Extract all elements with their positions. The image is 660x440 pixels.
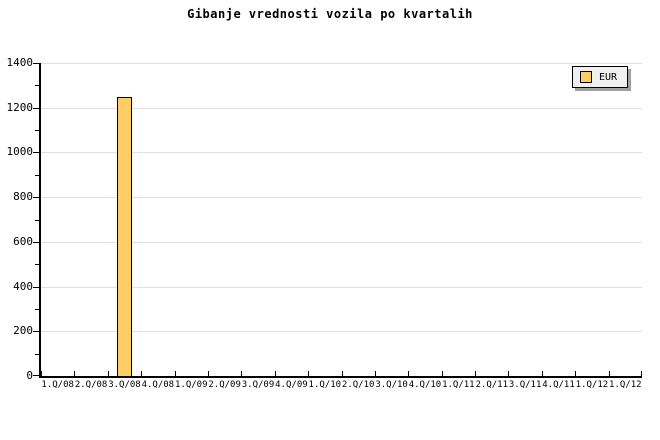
x-axis-tick xyxy=(241,371,242,376)
y-axis-label: 1000 xyxy=(6,145,34,159)
gridline xyxy=(41,331,642,332)
chart-title: Gibanje vrednosti vozila po kvartalih xyxy=(187,7,473,21)
x-axis-label: 1.Q/10 xyxy=(308,380,342,390)
x-axis-label: 3.Q/11 xyxy=(508,380,542,390)
y-axis-minor-tick xyxy=(35,220,39,221)
y-axis-major-tick xyxy=(33,63,39,64)
x-axis-label: 3.Q/10 xyxy=(375,380,408,390)
x-axis-tick xyxy=(308,371,309,376)
y-axis-major-tick xyxy=(33,108,39,109)
y-axis-major-tick xyxy=(33,197,39,198)
y-axis-label: 1200 xyxy=(6,100,34,114)
x-axis-label: 4.Q/11 xyxy=(542,380,575,390)
x-axis-tick xyxy=(609,371,610,376)
gridline xyxy=(41,242,642,243)
x-axis-label: 3.Q/09 xyxy=(241,380,275,390)
x-axis-tick xyxy=(108,371,109,376)
legend-label: EUR xyxy=(599,71,618,83)
x-axis-tick xyxy=(342,371,343,376)
gridline xyxy=(41,63,642,64)
x-axis-tick xyxy=(542,371,543,376)
x-axis-tick xyxy=(375,371,376,376)
x-axis-tick xyxy=(442,371,443,376)
legend-swatch-icon xyxy=(580,71,592,83)
y-axis-minor-tick xyxy=(35,354,39,355)
x-axis-label: 4.Q/09 xyxy=(275,380,308,390)
plot-area xyxy=(33,63,642,378)
x-axis-label: 4.Q/10 xyxy=(408,380,442,390)
y-axis-label: 200 xyxy=(13,324,33,338)
x-axis-tick xyxy=(641,371,642,376)
y-axis-minor-tick xyxy=(35,130,39,131)
x-axis-label: 1.Q/12 xyxy=(609,380,642,390)
gridline xyxy=(41,287,642,288)
x-axis-label: 1.Q/11 xyxy=(442,380,475,390)
y-axis-minor-tick xyxy=(35,264,39,265)
x-axis-label: 1.Q/08 xyxy=(41,380,74,390)
y-axis-major-tick xyxy=(33,152,39,153)
x-axis-label: 3.Q/08 xyxy=(108,380,141,390)
x-axis-label: 2.Q/10 xyxy=(341,380,375,390)
y-axis-minor-tick xyxy=(35,85,39,86)
x-axis-tick xyxy=(575,371,576,376)
x-axis-tick xyxy=(275,371,276,376)
y-axis-major-tick xyxy=(33,287,39,288)
legend-box: EUR xyxy=(572,66,628,88)
x-axis-label: 1.Q/09 xyxy=(174,380,208,390)
y-axis-label: 800 xyxy=(13,190,33,204)
x-axis-label: 2.Q/09 xyxy=(208,380,241,390)
y-axis-label: 400 xyxy=(13,279,33,293)
y-axis-label: 600 xyxy=(13,234,33,248)
x-axis-tick xyxy=(175,371,176,376)
y-axis-minor-tick xyxy=(35,175,39,176)
x-axis-tick xyxy=(508,371,509,376)
y-axis-major-tick xyxy=(33,375,39,376)
gridline xyxy=(41,108,642,109)
y-axis-minor-tick xyxy=(35,309,39,310)
x-axis-label: 1.Q/12 xyxy=(575,380,609,390)
x-axis-tick xyxy=(408,371,409,376)
x-axis-tick xyxy=(141,371,142,376)
x-axis-tick xyxy=(41,371,42,376)
gridline xyxy=(41,152,642,153)
y-axis-label: 0 xyxy=(26,369,33,382)
x-axis-label: 2.Q/11 xyxy=(475,380,508,390)
x-axis-tick xyxy=(74,371,75,376)
x-axis-label: 4.Q/08 xyxy=(141,380,175,390)
y-axis-label: 1400 xyxy=(6,56,34,69)
bar-eur xyxy=(117,97,132,376)
x-axis-tick xyxy=(208,371,209,376)
x-axis-tick xyxy=(475,371,476,376)
gridline xyxy=(41,197,642,198)
y-axis-major-tick xyxy=(33,242,39,243)
x-axis-label: 2.Q/08 xyxy=(74,380,108,390)
y-axis-major-tick xyxy=(33,331,39,332)
